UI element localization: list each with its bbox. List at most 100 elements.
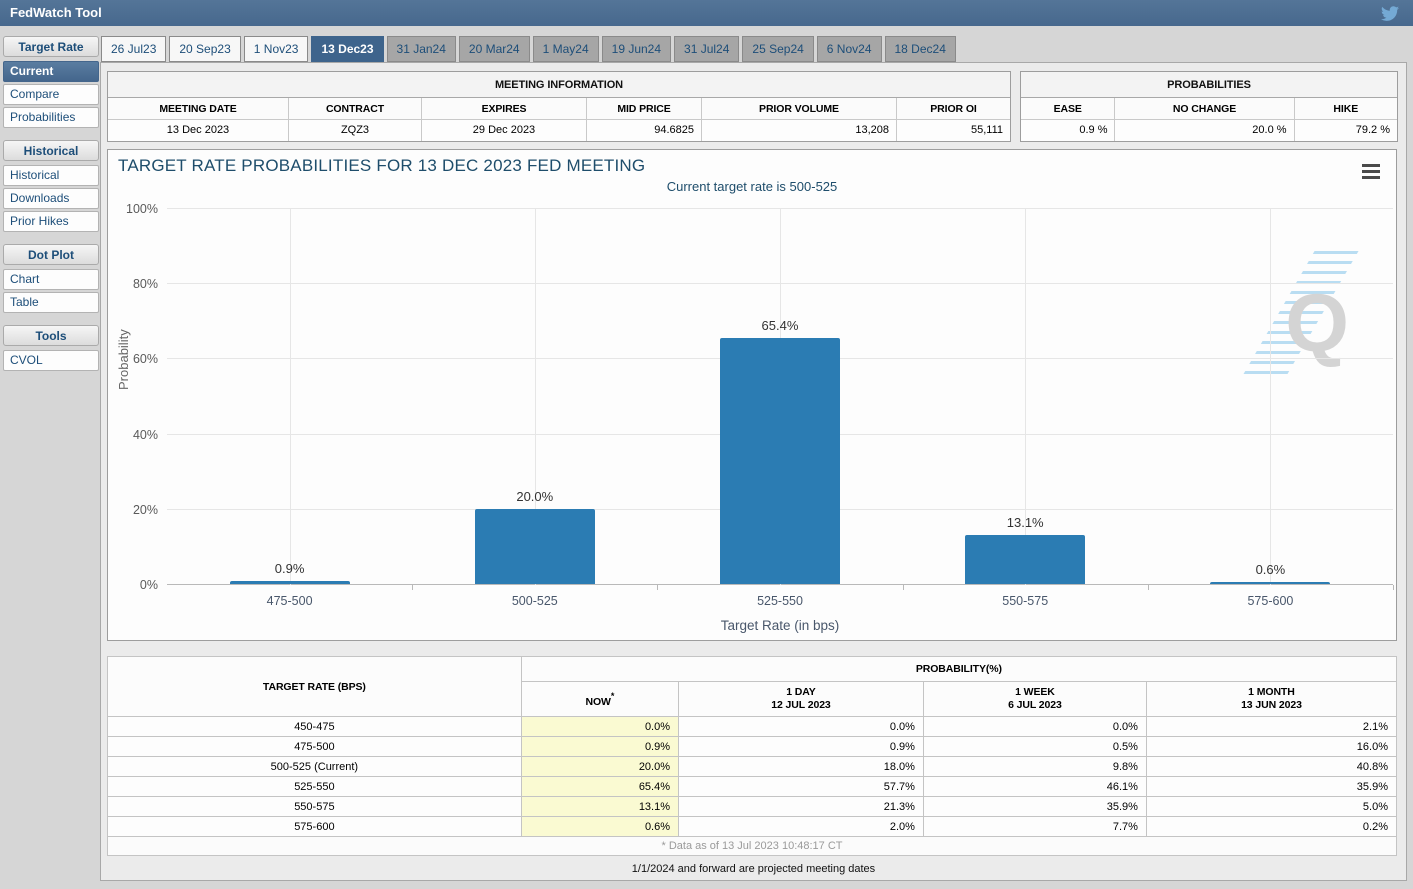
sidebar-section-target-rate: Target Rate — [3, 36, 99, 57]
week-cell: 0.0% — [922, 716, 1147, 737]
meeting-information-values: 13 Dec 2023 ZQZ3 29 Dec 2023 94.6825 13,208 5… — [108, 120, 1010, 141]
tab-19-jun24[interactable]: 19 Jun24 — [601, 36, 672, 62]
now-cell: 0.0% — [520, 716, 680, 737]
probability-group-header: PROBABILITY(%) — [520, 656, 1398, 682]
probabilities-headers: EASE NO CHANGE HIKE — [1021, 98, 1397, 120]
sidebar-item-downloads[interactable]: Downloads — [3, 188, 99, 209]
app-header: FedWatch Tool — [0, 0, 1413, 26]
data-label-550-575: 13.1% — [1006, 514, 1044, 530]
probability-table: TARGET RATE (BPS) PROBABILITY(%) NOW* 1 DAY… — [107, 656, 1398, 856]
twitter-icon[interactable] — [1380, 4, 1399, 30]
meeting-col-meeting-date: MEETING DATE — [108, 98, 289, 120]
y-tick-label: 40% — [132, 427, 158, 442]
month-cell: 40.8% — [1145, 756, 1398, 777]
sidebar-item-probabilities[interactable]: Probabilities — [3, 107, 99, 128]
data-label-500-525: 20.0% — [516, 488, 554, 504]
sidebar-item-cvol[interactable]: CVOL — [3, 350, 99, 371]
sidebar-item-historical[interactable]: Historical — [3, 165, 99, 186]
tab-31-jan24[interactable]: 31 Jan24 — [386, 36, 456, 62]
v-gridline — [1025, 209, 1027, 585]
bar-575-600[interactable] — [1210, 581, 1331, 584]
week-cell: 9.8% — [922, 756, 1147, 777]
x-axis-title: Target Rate (in bps) — [720, 618, 840, 633]
sidebar-item-prior-hikes[interactable]: Prior Hikes — [3, 211, 99, 232]
sidebar-item-table[interactable]: Table — [3, 292, 99, 313]
bar-550-575[interactable] — [965, 534, 1086, 584]
tab-25-sep24[interactable]: 25 Sep24 — [742, 36, 814, 62]
meeting-val-meeting-date: 13 Dec 2023 — [108, 120, 289, 141]
chart-title: TARGET RATE PROBABILITIES FOR 13 DEC 202… — [118, 156, 646, 175]
table-row-500-525-current: 500-525 (Current) 20.0% 18.0% 9.8% 40.8% — [107, 756, 1398, 777]
prob-val-no-change: 20.0 % — [1115, 120, 1295, 141]
week-cell: 0.5% — [922, 736, 1147, 757]
prob-col-hike: HIKE — [1294, 98, 1397, 120]
x-axis-labels: 475-500 500-525 525-550 550-575 575-600 — [167, 594, 1393, 608]
col-header-1-day: 1 DAY 12 JUL 2023 — [678, 681, 924, 717]
data-label-525-550: 65.4% — [761, 318, 799, 334]
meeting-val-prior-oi: 55,111 — [970, 124, 1003, 136]
week-cell: 46.1% — [922, 776, 1147, 797]
meeting-col-expires: EXPIRES — [422, 98, 587, 120]
day-cell: 18.0% — [678, 756, 924, 777]
h-gridline — [167, 208, 1393, 209]
x-axis-tick — [1147, 585, 1149, 590]
tab-26-jul23[interactable]: 26 Jul23 — [101, 36, 167, 62]
tab-20-sep23[interactable]: 20 Sep23 — [169, 36, 241, 62]
meeting-information-headers: MEETING DATE CONTRACT EXPIRES MID PRICE PRIO… — [108, 98, 1010, 120]
bar-525-550[interactable] — [720, 338, 840, 584]
chart-context-menu-icon[interactable] — [1362, 164, 1380, 182]
table-row-525-550: 525-550 65.4% 57.7% 46.1% 35.9% — [107, 776, 1398, 797]
day-cell: 21.3% — [678, 796, 924, 817]
table-row-575-600: 575-600 0.6% 2.0% 7.7% 0.2% — [107, 816, 1398, 837]
month-cell: 5.0% — [1145, 796, 1398, 817]
col-header-now: NOW* — [520, 681, 680, 717]
v-gridline — [1270, 209, 1272, 585]
now-cell: 20.0% — [520, 756, 680, 777]
month-cell: 35.9% — [1145, 776, 1398, 797]
now-cell: 13.1% — [520, 796, 680, 817]
watermark-q-letter: Q — [1285, 278, 1349, 369]
now-cell: 0.9% — [520, 736, 680, 757]
meeting-date-tabs: 26 Jul23 20 Sep23 1 Nov23 13 Dec23 31 Jan24 2… — [101, 36, 959, 62]
col-header-1-week: 1 WEEK 6 JUL 2023 — [922, 681, 1147, 717]
day-cell: 0.9% — [678, 736, 924, 757]
meeting-val-mid-price: 94.6825 — [587, 120, 702, 141]
tab-1-may24[interactable]: 1 May24 — [532, 36, 599, 62]
tab-31-jul24[interactable]: 31 Jul24 — [674, 36, 740, 62]
y-axis-title: Probability — [116, 329, 131, 390]
sidebar-item-compare[interactable]: Compare — [3, 84, 99, 105]
v-gridline — [534, 209, 536, 585]
sidebar-item-current[interactable]: Current — [3, 61, 99, 82]
tab-20-mar24[interactable]: 20 Mar24 — [458, 36, 530, 62]
y-tick-label: 80% — [132, 277, 158, 292]
bar-475-500[interactable] — [229, 580, 350, 584]
now-cell: 65.4% — [520, 776, 680, 797]
day-cell: 57.7% — [678, 776, 924, 797]
sidebar-item-chart[interactable]: Chart — [3, 269, 99, 290]
probabilities-values: 0.9 % 20.0 % 79.2 % — [1021, 120, 1397, 141]
tab-13-dec23[interactable]: 13 Dec23 — [311, 36, 384, 62]
week-cell: 35.9% — [922, 796, 1147, 817]
sidebar-section-tools: Tools — [3, 325, 99, 346]
prob-val-ease: 0.9 % — [1021, 120, 1116, 141]
quikstrike-watermark: Q — [1239, 251, 1359, 381]
prob-col-ease: EASE — [1021, 98, 1116, 120]
x-axis-tick — [657, 585, 659, 590]
watermark-stripes — [1239, 251, 1359, 381]
probability-table-panel: TARGET RATE (BPS) PROBABILITY(%) NOW* 1 DAY… — [107, 656, 1398, 856]
y-tick-label: 60% — [132, 352, 158, 367]
bar-500-525[interactable] — [474, 508, 595, 584]
projected-dates-note: 1/1/2024 and forward are projected meeti… — [631, 863, 876, 875]
tab-1-nov23[interactable]: 1 Nov23 — [243, 36, 309, 62]
tab-18-dec24[interactable]: 18 Dec24 — [884, 36, 956, 62]
meeting-val-contract: ZQZ3 — [289, 120, 422, 141]
month-cell: 16.0% — [1145, 736, 1398, 757]
meeting-information-title: MEETING INFORMATION — [108, 72, 1010, 98]
tab-6-nov24[interactable]: 6 Nov24 — [816, 36, 882, 62]
target-rate-bps-header: TARGET RATE (BPS) — [107, 656, 522, 717]
x-category-575-600: 575-600 — [1247, 594, 1294, 608]
meeting-col-prior-oi: PRIOR OI — [897, 98, 1010, 120]
chart-panel: TARGET RATE PROBABILITIES FOR 13 DEC 202… — [107, 149, 1397, 641]
y-tick-label: 20% — [132, 502, 158, 517]
